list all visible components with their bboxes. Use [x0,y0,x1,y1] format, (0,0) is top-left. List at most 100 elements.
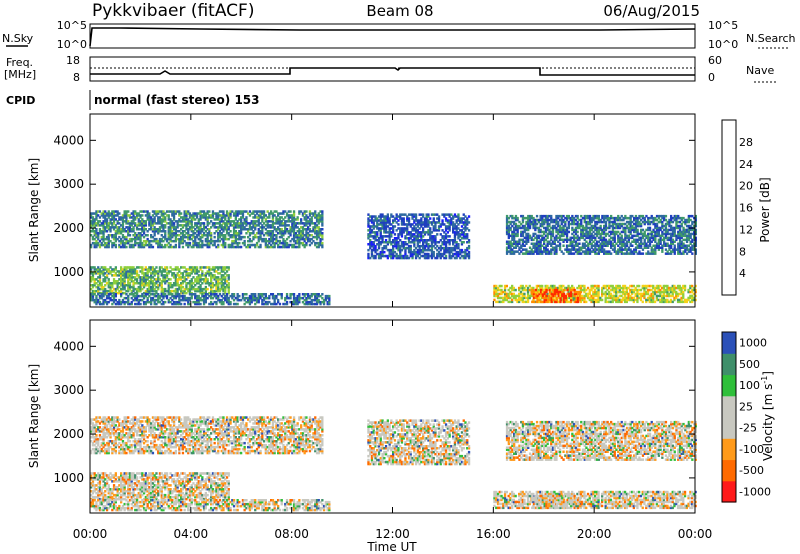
power-cell [418,231,421,234]
power-cell [303,218,306,221]
power-cell [123,276,126,279]
power-cell [386,225,389,228]
power-cell [317,293,320,296]
power-cell [432,219,435,222]
power-cell [241,296,245,300]
power-cell [128,222,132,225]
power-cell [180,216,183,219]
power-cell [418,248,421,252]
power-cell [121,268,125,271]
power-cell [308,234,312,237]
power-cell [372,254,375,258]
power-cell [220,284,223,287]
power-cell [303,224,306,227]
power-cell [211,296,215,300]
power-cell [275,302,278,306]
power-cell [127,228,130,231]
power-cell [292,294,296,298]
power-cell [139,241,142,245]
power-cell [254,214,257,217]
power-cell [374,250,377,254]
power-cell [120,280,123,283]
power-cell [406,256,409,260]
power-cell [150,278,153,281]
power-cell [112,235,116,239]
power-cell [278,224,282,227]
power-cell [112,214,116,217]
power-cell [307,222,310,225]
power-cell [109,285,112,289]
power-cell [213,239,216,243]
power-cell [220,228,223,231]
power-cell [178,276,181,279]
power-cell [111,224,114,227]
power-cell [439,246,442,250]
power-cell [296,296,299,300]
power-cell [467,250,471,254]
power-cell [407,241,411,244]
power-cell [285,294,289,298]
power-cell [174,289,177,293]
power-cell [171,220,174,223]
power-cell [434,227,437,230]
power-cell [550,214,553,218]
nsearch-tick-high: 10^5 [708,19,738,32]
power-cell [118,298,121,302]
power-cell [241,210,245,213]
power-cell [162,300,165,304]
power-cell [141,266,144,269]
power-cell [641,300,644,304]
power-cell [100,282,103,285]
power-cell [137,298,140,302]
power-cell [319,239,322,243]
power-cell [176,293,179,296]
power-cell [259,235,262,239]
power-cell [379,231,382,234]
power-cell [132,266,135,269]
power-cell [222,266,225,269]
power-cell [135,270,139,273]
power-cell [167,216,170,219]
power-cell [130,216,133,219]
power-cell [139,234,142,237]
power-cell [199,296,202,300]
power-cell [174,296,177,300]
power-cell [296,216,299,219]
power-cell [404,227,407,230]
power-cell [305,298,308,302]
power-cell [91,237,95,241]
power-cell [135,274,139,277]
power-cell [148,300,151,304]
power-cell [197,234,200,237]
power-cell [224,228,227,231]
power-cell [164,293,167,296]
power-cell [413,237,416,240]
power-cell [222,243,225,247]
power-cell [413,213,416,216]
power-cell [388,229,391,232]
power-cell [227,222,230,225]
power-cell [114,268,117,271]
power-cell [195,226,199,229]
power-cell [321,216,324,219]
power-cell [206,218,209,221]
power-cell [107,284,110,287]
power-cell [107,272,110,275]
power-cell [254,235,257,239]
power-cell [120,239,123,243]
power-cell [160,239,163,243]
power-cell [125,214,128,217]
power-cell [144,241,147,245]
power-cell [386,241,389,244]
power-cell [155,228,158,231]
power-cell [523,292,526,296]
power-cell [91,216,95,219]
power-cell [167,230,170,233]
power-cell [211,293,215,296]
power-cell [137,224,140,227]
power-cell [121,228,125,231]
power-cell [377,227,381,230]
power-cell [114,218,117,221]
power-cell [123,245,126,249]
freq-label-2: [MHz] [4,68,36,81]
